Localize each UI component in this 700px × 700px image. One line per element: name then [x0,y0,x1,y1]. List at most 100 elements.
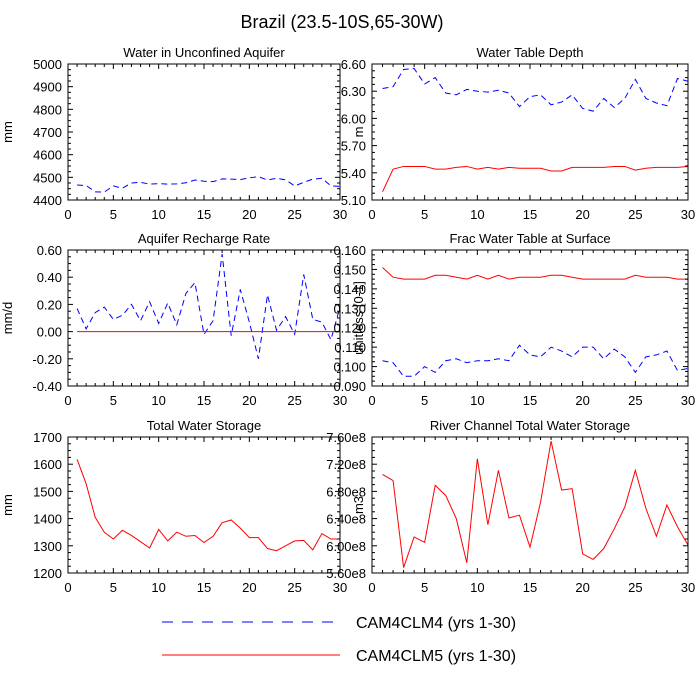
y-tick-label: 4400 [33,193,62,208]
y-axis-label: mm/d [0,302,15,335]
chart-panel-3: 0 5 10 15 20 25 30 -0.40 -0.20 0.00 0.20 0.40 0.60 Aq… [0,231,347,408]
x-tick-label: 30 [681,207,695,222]
y-tick-label: 0.120 [333,321,366,336]
y-tick-label: 1300 [33,539,62,554]
x-tick-label: 15 [197,393,211,408]
y-tick-label: 5.40 [341,166,366,181]
y-tick-label: 6.00 [341,111,366,126]
x-tick-label: 5 [421,393,428,408]
legend-label: CAM4CLM5 (yrs 1-30) [356,648,516,665]
x-tick-label: 0 [368,580,375,595]
y-tick-label: 4700 [33,125,62,140]
x-tick-label: 5 [421,207,428,222]
x-tick-label: 5 [421,580,428,595]
y-tick-label: 5000 [33,57,62,72]
legend-item-1: CAM4CLM4 (yrs 1-30) [162,615,516,632]
y-axis-label: m [351,127,366,138]
x-tick-label: 10 [151,393,165,408]
x-tick-label: 10 [470,393,484,408]
y-tick-label: 1700 [33,430,62,445]
series-group [382,267,688,377]
x-tick-label: 25 [628,393,642,408]
x-tick-label: 30 [333,580,347,595]
plot-frame [67,249,341,387]
x-tick-label: 20 [242,393,256,408]
panel-title: Aquifer Recharge Rate [138,231,270,246]
series-line-cam4clm5 [76,459,340,552]
x-tick-label: 15 [523,393,537,408]
y-tick-label: 0.090 [333,379,366,394]
x-tick-label: 30 [333,207,347,222]
x-tick-label: 10 [470,580,484,595]
x-tick-label: 20 [242,207,256,222]
x-tick-label: 5 [110,580,117,595]
legend-item-2: CAM4CLM5 (yrs 1-30) [162,648,516,665]
y-tick-label: 5.60e8 [326,566,366,581]
chart-panel-4: 0 5 10 15 20 25 300.0900.1000.1100.1200.1300.1… [333,231,695,408]
y-tick-label: 0.00 [37,325,62,340]
series-group [77,63,340,193]
y-tick-label: 6.40e8 [326,512,366,527]
x-tick-label: 10 [470,207,484,222]
y-tick-label: 0.130 [333,301,366,316]
chart-panel-5: 0 5 10 15 20 25 30 1200 1300 1400 1500 1600 1700 Tota… [0,418,347,595]
series-line-cam4clm4 [382,344,688,377]
x-tick-label: 25 [287,207,301,222]
x-tick-label: 20 [575,580,589,595]
x-tick-label: 25 [287,580,301,595]
x-tick-label: 5 [110,207,117,222]
x-tick-label: 20 [575,393,589,408]
x-tick-label: 30 [333,393,347,408]
x-tick-label: 20 [575,207,589,222]
y-tick-label: -0.40 [32,379,62,394]
x-tick-label: 0 [368,207,375,222]
y-tick-label: 0.150 [333,262,366,277]
series-line-cam4clm5 [382,267,688,280]
y-axis-label: m3 [351,496,366,514]
y-tick-label: 4500 [33,170,62,185]
y-tick-label: 6.80e8 [326,484,366,499]
x-tick-label: 0 [64,393,71,408]
panel-title: Total Water Storage [147,418,261,433]
plot-frame [67,63,341,201]
series-line-cam4clm5 [382,440,688,568]
x-tick-label: 10 [151,580,165,595]
x-tick-label: 5 [110,393,117,408]
y-tick-label: 7.20e8 [326,457,366,472]
y-tick-label: 1600 [33,457,62,472]
y-axis-label: unitless [0-1] [351,281,366,355]
y-tick-label: 1400 [33,512,62,527]
y-tick-label: 0.60 [37,243,62,258]
series-line-cam4clm4 [76,254,340,359]
x-tick-label: 0 [368,393,375,408]
x-tick-label: 15 [523,580,537,595]
x-tick-label: 30 [681,393,695,408]
x-tick-label: 15 [197,580,211,595]
legend-label: CAM4CLM4 (yrs 1-30) [356,615,516,632]
x-tick-label: 25 [628,207,642,222]
x-tick-label: 15 [197,207,211,222]
legend: CAM4CLM4 (yrs 1-30) CAM4CLM5 (yrs 1-30) [162,615,516,665]
y-tick-label: 4900 [33,80,62,95]
series-group [76,459,340,552]
series-line-cam4clm4 [382,68,688,112]
panel-title: River Channel Total Water Storage [430,418,630,433]
series-group [76,254,340,359]
panel-title: Water in Unconfined Aquifer [123,45,285,60]
y-axis-label: mm [0,121,15,143]
x-tick-label: 30 [681,580,695,595]
y-tick-label: 0.140 [333,282,366,297]
y-axis-label: mm [0,494,15,516]
plot-frame [67,436,341,574]
y-tick-label: 6.60 [341,57,366,72]
x-tick-label: 20 [242,580,256,595]
series-group [382,68,688,193]
y-tick-label: 1500 [33,484,62,499]
y-tick-label: 6.00e8 [326,539,366,554]
chart-panel-2: 0 5 10 15 20 25 30 5.10 5.40 5.70 6.00 6.30 6.60 Wate… [341,45,696,222]
chart-panel-1: 0 5 10 15 20 25 30 4400 4500 4600 4700 4800 4900 5000… [0,45,347,222]
y-tick-label: -0.20 [32,352,62,367]
x-tick-label: 25 [287,393,301,408]
y-tick-label: 4600 [33,148,62,163]
